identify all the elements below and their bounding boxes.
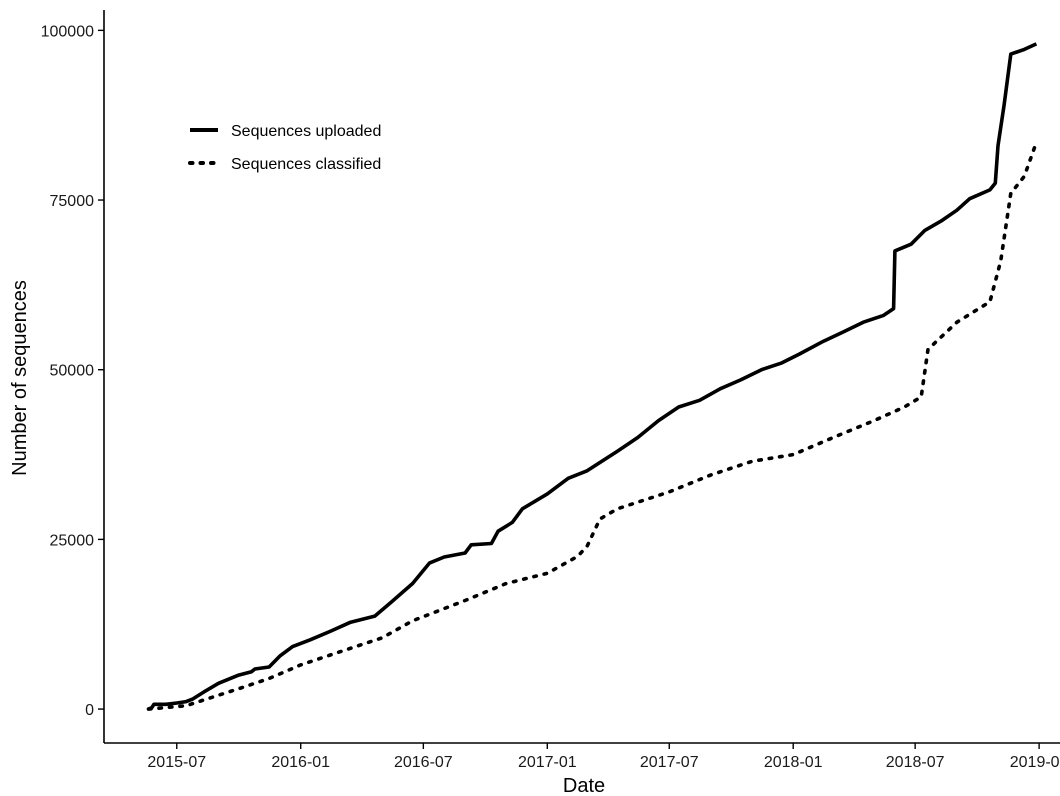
x-tick-label: 2019-01 [1010,754,1060,771]
x-tick-label: 2015-07 [147,754,206,771]
series-classified-line [146,140,1039,711]
y-tick-label: 25000 [50,532,95,549]
x-tick-label: 2017-01 [518,754,577,771]
y-tick-label: 75000 [50,193,95,210]
legend: Sequences uploaded Sequences classified [188,123,381,173]
x-tick-label: 2016-07 [394,754,453,771]
axes [103,10,1060,744]
x-ticks: 2015-07 2016-01 2016-07 2017-01 2017-07 2018-… [147,743,1060,771]
x-tick-label: 2018-01 [764,754,823,771]
legend-classified-label: Sequences classified [231,156,381,173]
y-tick-label: 100000 [41,23,94,40]
y-ticks: 0 25000 50000 75000 100000 [41,23,104,719]
x-tick-label: 2016-01 [271,754,330,771]
y-tick-label: 50000 [50,363,95,380]
series-uploaded-line [147,42,1038,711]
x-tick-label: 2018-07 [886,754,945,771]
series-layer [146,42,1039,711]
legend-uploaded-label: Sequences uploaded [231,123,381,140]
y-tick-label: 0 [85,702,94,719]
x-axis-title: Date [563,775,605,796]
x-tick-label: 2017-07 [640,754,699,771]
y-axis-title: Number of sequences [9,280,31,476]
